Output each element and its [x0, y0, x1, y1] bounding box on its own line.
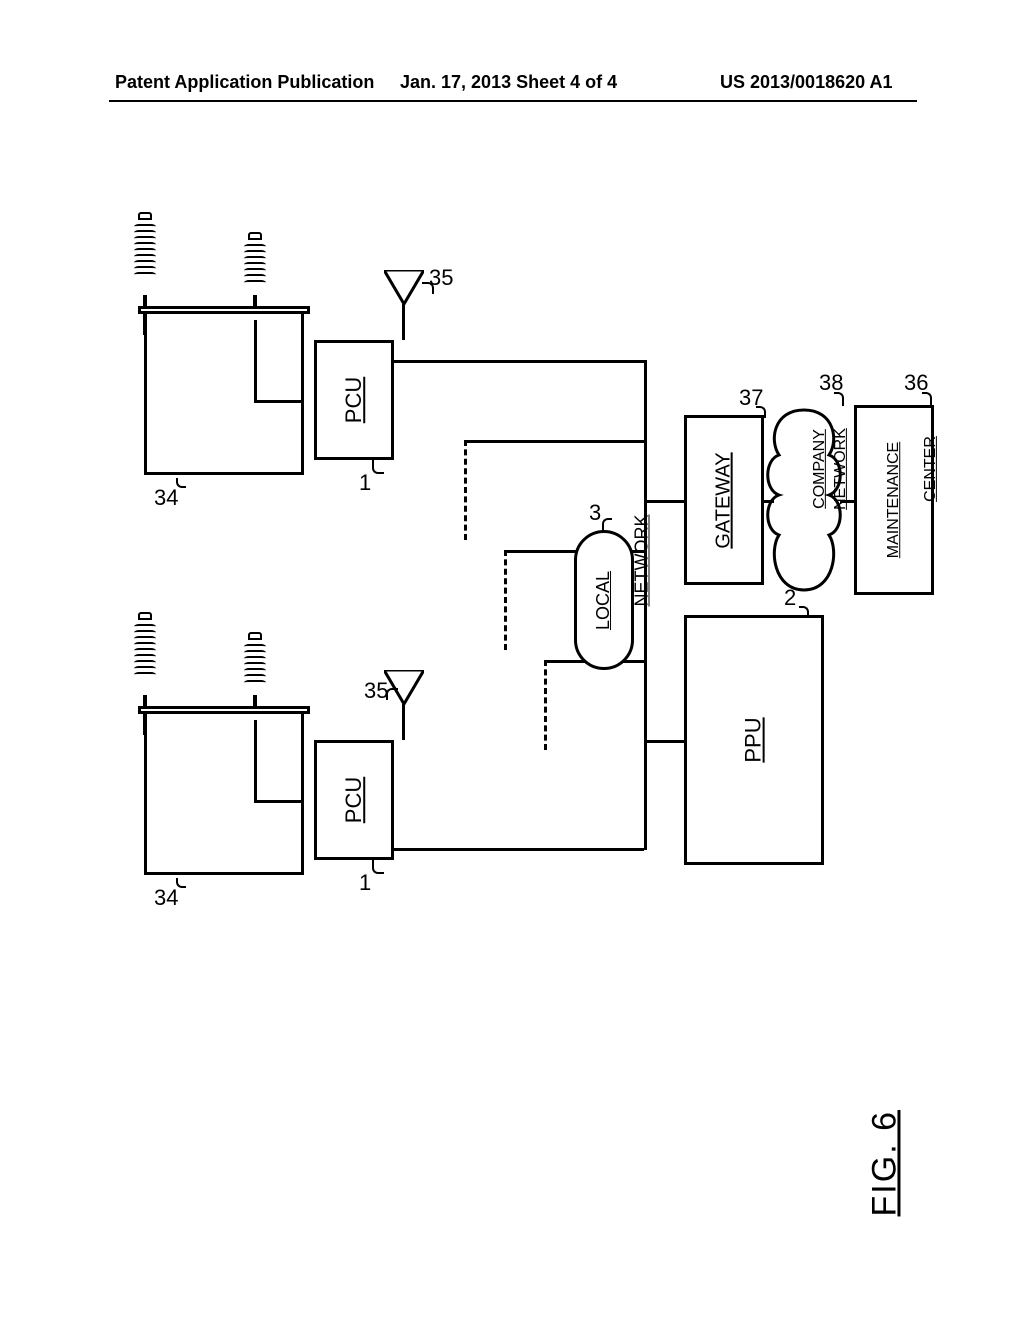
local-network: LOCAL	[574, 530, 634, 670]
header-left: Patent Application Publication	[115, 72, 374, 93]
bus-line	[394, 360, 644, 363]
maint-label-1: MAINTENANCE	[885, 442, 903, 558]
connector	[644, 500, 684, 503]
leader-line	[834, 392, 844, 406]
ref-1-top: 1	[359, 470, 371, 496]
leader-line	[176, 878, 186, 888]
leader-line	[922, 392, 932, 408]
antenna-stem	[402, 304, 405, 340]
connector	[644, 740, 684, 743]
ppu-label: PPU	[741, 717, 767, 762]
figure-label: FIG. 6	[865, 1110, 904, 1216]
ref-1-bottom: 1	[359, 870, 371, 896]
leader-line	[602, 518, 612, 532]
bushing-icon	[244, 640, 266, 700]
maint-label-2: CENTER	[922, 436, 940, 502]
bushing-icon	[134, 620, 156, 720]
tank-flange	[138, 306, 310, 314]
bus-branch-dashed	[504, 550, 507, 650]
bus-line	[394, 848, 644, 851]
header-right: US 2013/0018620 A1	[720, 72, 892, 93]
bus-line	[464, 440, 644, 443]
antenna-stem	[402, 704, 405, 740]
bushing-icon	[244, 240, 266, 300]
gateway-box: GATEWAY	[684, 415, 764, 585]
pcu-label: PCU	[341, 377, 367, 423]
ref-35-bottom: 35	[364, 678, 388, 704]
leader-line	[372, 460, 384, 474]
company-network-cloud: COMPANY NETWORK	[764, 400, 834, 580]
leader-line	[799, 606, 809, 618]
diagram: 34 PCU 35 1	[144, 300, 884, 1100]
local-network-label-1: LOCAL	[594, 570, 615, 629]
company-label-1: COMPANY	[811, 429, 829, 509]
tank-body	[144, 310, 304, 475]
pcu-box-top: PCU	[314, 340, 394, 460]
local-network-label-2: NETWORK	[632, 515, 653, 607]
leader-line	[372, 860, 384, 874]
ref-3: 3	[589, 500, 601, 526]
ref-34: 34	[154, 485, 178, 511]
pcu-label: PCU	[341, 777, 367, 823]
tank-body	[144, 710, 304, 875]
gateway-label: GATEWAY	[713, 452, 736, 548]
pcu-box-bottom: PCU	[314, 740, 394, 860]
leader-line	[386, 688, 398, 700]
bushing-icon	[134, 220, 156, 320]
header-center: Jan. 17, 2013 Sheet 4 of 4	[400, 72, 617, 93]
leader-line	[422, 282, 434, 294]
leader-line	[176, 478, 186, 488]
ref-34-bottom: 34	[154, 885, 178, 911]
tank-flange	[138, 706, 310, 714]
bus-branch-dashed	[464, 440, 467, 540]
bus-branch-dashed	[544, 660, 547, 750]
connector	[762, 500, 774, 503]
header-rule	[109, 100, 917, 102]
ppu-box: PPU	[684, 615, 824, 865]
